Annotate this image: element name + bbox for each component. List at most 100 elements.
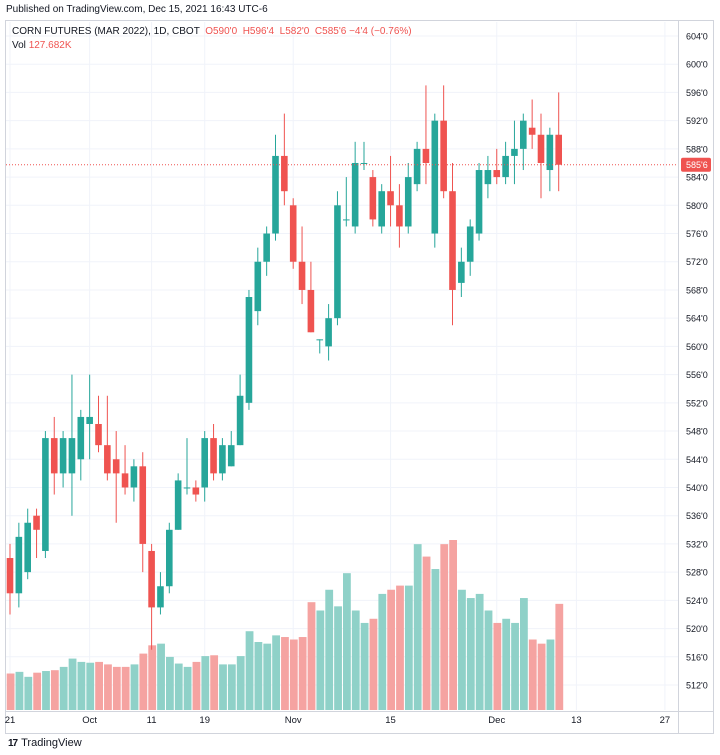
candle-body [528,127,536,135]
candle-body [77,416,85,460]
candle-body [343,219,350,221]
volume-bar [422,556,431,710]
volume-bar [466,598,475,710]
tradingview-logo-icon: 17 [8,737,18,749]
volume-bar [139,653,148,710]
candle-body [413,148,421,185]
legend-vol-label: Vol [12,40,26,51]
volume-bar [325,589,334,710]
last-price-label: 585'6 [686,160,708,170]
y-tick-label: 512'0 [686,681,708,691]
candle-body [130,466,138,488]
candle-body [325,318,332,347]
volume-bar [15,671,24,710]
candle-body [263,233,270,262]
chart-frame [5,20,714,734]
legend-close: C585'6 [314,26,347,37]
candle-body [245,297,253,403]
x-tick-label: Oct [82,715,97,726]
candle-body [112,459,120,474]
price-axis: 604'0 600'0 596'0 592'0 588'0 584'0 580'0 576'0… [678,21,708,733]
candle-body [272,155,279,234]
volume-bar [33,672,42,710]
x-tick-label: 27 [660,715,671,726]
volume-bar [157,643,165,710]
volume-bar [537,643,546,710]
x-tick-label: 21 [5,715,16,726]
candle-body [59,438,67,474]
candle-body [404,177,412,227]
candle-body [298,261,306,290]
volume-bar [343,573,351,710]
volume-bar [281,637,289,710]
volume-bar [555,603,564,710]
volume-bar [95,661,103,710]
volume-bar [502,618,511,710]
candle-body [555,134,562,165]
candle-body [86,416,93,424]
volume-bar [174,663,183,710]
volume-bar [387,589,396,710]
candle-body [254,261,262,312]
candle-body [236,395,244,446]
y-tick-label: 564'0 [686,314,708,324]
y-tick-label: 588'0 [686,144,708,154]
candle-body [183,487,191,489]
volume-bar [236,656,245,710]
volume-bar [520,598,528,710]
candle-body [50,438,58,474]
candle-body [387,191,394,206]
candle-body [378,191,385,227]
volume-bar [449,540,457,710]
volume-bar [68,658,77,710]
y-tick-label: 528'0 [686,568,708,578]
candle-body [502,155,509,178]
volume-bar [316,610,325,710]
volume-bar [42,671,50,710]
volume-bar [493,622,502,710]
volume-bar [272,635,280,710]
candle-body [546,134,554,171]
y-tick-label: 580'0 [686,201,708,211]
volume-bar [475,593,484,710]
legend-low: L582'0 [279,26,310,37]
candles [6,85,562,650]
legend-symbol: CORN FUTURES (MAR 2022), 1D, CBOT [12,26,200,37]
candle-body [219,445,226,474]
volume-bar [192,661,201,710]
candle-body [42,438,49,551]
volume-bar [227,664,236,710]
volume-bar [511,622,519,710]
volume-bar [307,602,316,710]
volume-bar [378,593,387,710]
volume-bar [484,610,493,710]
y-tick-label: 592'0 [686,116,708,126]
y-tick-label: 536'0 [686,511,708,521]
y-tick-label: 568'0 [686,285,708,295]
candle-body [148,550,155,608]
candlestick-chart[interactable]: 585'6 604'0 600'0 596'0 592'0 588'0 584'0 580'… [0,0,720,735]
volume-bar [59,666,68,710]
y-tick-label: 600'0 [686,60,708,70]
candle-body [15,536,23,594]
grid-lines [6,22,678,710]
volume-bar [24,676,33,710]
y-tick-label: 548'0 [686,427,708,437]
volume-bar [298,637,307,710]
last-price-line: 585'6 [6,157,711,172]
y-tick-label: 540'0 [686,483,708,493]
candle-body [227,445,235,467]
published-caption: Published on TradingView.com, Dec 15, 20… [6,4,268,15]
y-tick-label: 552'0 [686,398,708,408]
volume-bar [112,666,121,710]
candle-body [139,466,147,544]
y-tick-label: 604'0 [686,32,708,42]
candle-body [458,261,465,283]
candle-body [121,473,129,488]
candle-body [95,423,102,446]
last-price-tag [681,157,711,172]
candle-body [466,226,474,262]
volume-bar [183,666,192,710]
candle-body [104,445,111,474]
candle-body [316,339,324,341]
